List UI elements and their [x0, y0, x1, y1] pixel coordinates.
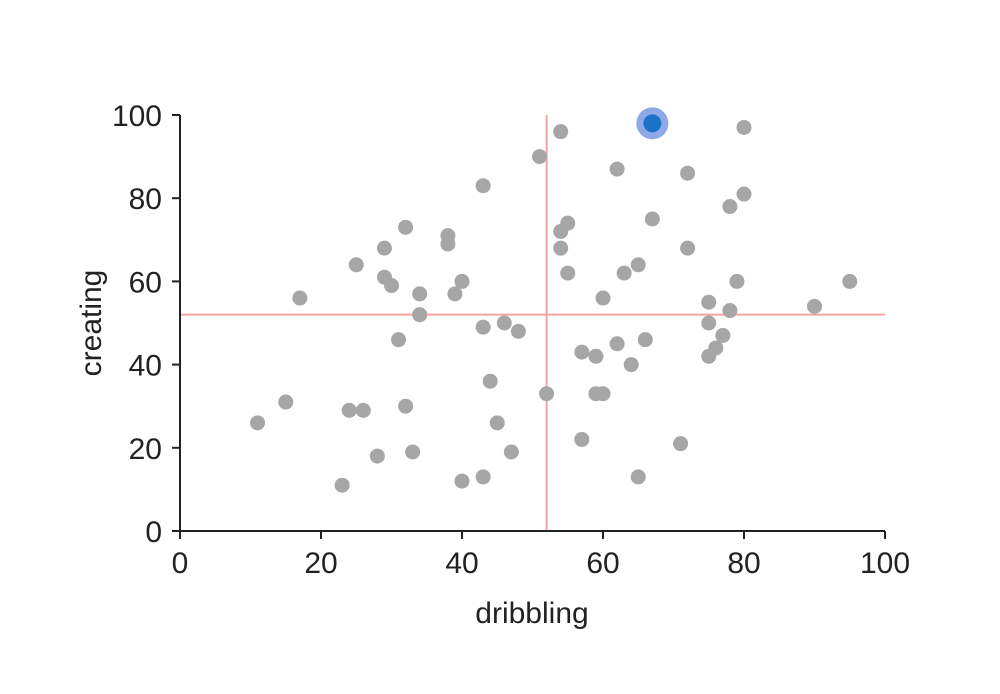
data-point[interactable]	[609, 161, 625, 177]
data-point[interactable]	[708, 340, 724, 356]
data-point[interactable]	[412, 286, 428, 302]
data-point[interactable]	[630, 469, 646, 485]
y-tick-label: 80	[129, 183, 162, 216]
data-point[interactable]	[616, 265, 632, 281]
data-point[interactable]	[510, 323, 526, 339]
data-point[interactable]	[736, 119, 752, 135]
data-point[interactable]	[701, 315, 717, 331]
data-point[interactable]	[637, 332, 653, 348]
x-axis-title: dribbling	[475, 597, 588, 630]
x-tick-label: 80	[727, 547, 760, 580]
data-point[interactable]	[278, 394, 294, 410]
data-point[interactable]	[539, 386, 555, 402]
data-point[interactable]	[532, 149, 548, 165]
data-point[interactable]	[715, 327, 731, 343]
data-point[interactable]	[341, 402, 357, 418]
data-point[interactable]	[574, 431, 590, 447]
x-tick-label: 20	[304, 547, 337, 580]
y-axis-ticks: 0 20 40 60 80 100	[112, 100, 180, 549]
data-point[interactable]	[623, 357, 639, 373]
y-tick-label: 0	[145, 516, 162, 549]
data-point[interactable]	[482, 373, 498, 389]
data-point[interactable]	[680, 165, 696, 181]
data-point[interactable]	[842, 273, 858, 289]
y-tick-label: 60	[129, 266, 162, 299]
data-point[interactable]	[391, 332, 407, 348]
y-axis-title: creating	[75, 270, 108, 377]
data-point[interactable]	[348, 257, 364, 273]
data-point[interactable]	[588, 348, 604, 364]
data-point[interactable]	[673, 436, 689, 452]
data-point[interactable]	[595, 290, 611, 306]
data-point[interactable]	[454, 273, 470, 289]
data-point[interactable]	[355, 402, 371, 418]
data-point[interactable]	[560, 265, 576, 281]
x-tick-label: 40	[445, 547, 478, 580]
highlighted-data-point[interactable]	[643, 114, 662, 133]
data-point[interactable]	[553, 124, 569, 140]
data-point[interactable]	[412, 307, 428, 323]
data-point[interactable]	[503, 444, 519, 460]
data-point[interactable]	[447, 286, 463, 302]
data-point[interactable]	[574, 344, 590, 360]
data-point[interactable]	[609, 336, 625, 352]
y-tick-label: 40	[129, 350, 162, 383]
data-point[interactable]	[722, 303, 738, 319]
x-tick-label: 60	[586, 547, 619, 580]
data-point[interactable]	[489, 415, 505, 431]
y-tick-label: 20	[129, 433, 162, 466]
data-point[interactable]	[398, 398, 414, 414]
data-point[interactable]	[680, 240, 696, 256]
data-point[interactable]	[496, 315, 512, 331]
reference-lines	[180, 115, 885, 531]
data-point[interactable]	[553, 240, 569, 256]
data-point[interactable]	[398, 219, 414, 235]
data-point[interactable]	[560, 215, 576, 231]
axes: 0 20 40 60 80 100 0 20 40 60 80 100	[112, 100, 910, 580]
data-point[interactable]	[292, 290, 308, 306]
x-tick-label: 100	[860, 547, 910, 580]
data-point[interactable]	[334, 477, 350, 493]
data-point[interactable]	[376, 240, 392, 256]
data-point[interactable]	[630, 257, 646, 273]
data-point[interactable]	[369, 448, 385, 464]
points-layer	[250, 119, 858, 493]
data-point[interactable]	[384, 278, 399, 294]
data-point[interactable]	[644, 211, 660, 227]
data-point[interactable]	[807, 298, 822, 314]
data-point[interactable]	[595, 386, 611, 402]
x-tick-label: 0	[172, 547, 189, 580]
data-point[interactable]	[729, 273, 745, 289]
x-axis-ticks: 0 20 40 60 80 100	[172, 531, 910, 580]
data-point[interactable]	[454, 473, 470, 489]
data-point[interactable]	[475, 178, 491, 194]
data-point[interactable]	[405, 444, 421, 460]
data-point[interactable]	[250, 415, 266, 431]
data-point[interactable]	[475, 319, 491, 335]
y-tick-label: 100	[112, 100, 162, 133]
highlight-layer	[636, 107, 669, 140]
data-point[interactable]	[736, 186, 752, 202]
data-point[interactable]	[475, 469, 491, 485]
data-point[interactable]	[722, 199, 738, 215]
data-point[interactable]	[440, 236, 456, 252]
data-point[interactable]	[701, 294, 717, 310]
